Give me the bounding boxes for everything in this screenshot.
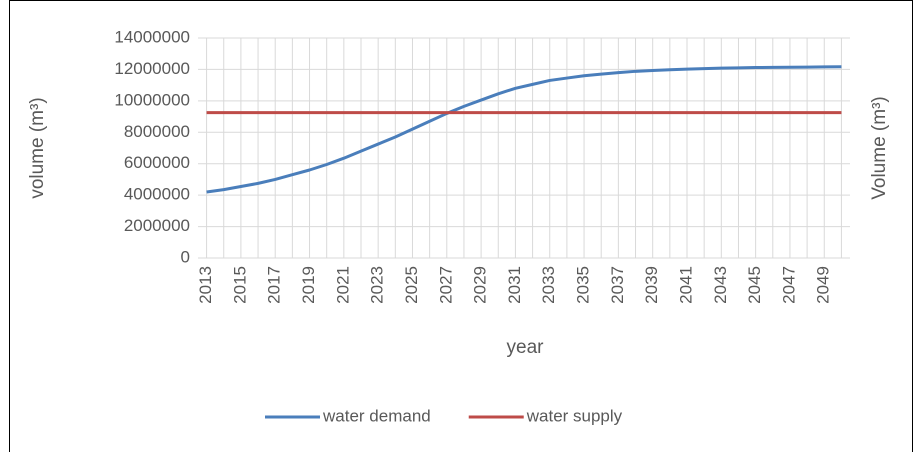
series-line	[206, 65, 842, 194]
x-tick-label: 2041	[676, 266, 695, 304]
x-tick-label: 2039	[642, 266, 661, 304]
y-tick-label: 8000000	[124, 122, 190, 141]
x-tick-label: 2047	[779, 266, 798, 304]
x-tick-label: 2037	[608, 266, 627, 304]
x-tick-label: 2019	[299, 266, 318, 304]
x-tick-label: 2045	[745, 266, 764, 304]
x-axis-title: year	[507, 337, 545, 358]
x-tick-label: 2025	[402, 266, 421, 304]
x-tick-label: 2015	[230, 266, 249, 304]
y2-axis-title: Volume (m³)	[869, 96, 890, 199]
x-tick-label: 2013	[196, 266, 215, 304]
y-tick-label: 0	[181, 247, 190, 266]
y-tick-label: 4000000	[124, 185, 190, 204]
x-tick-label: 2049	[814, 266, 833, 304]
y-tick-label: 6000000	[124, 153, 190, 172]
legend-label: water supply	[526, 406, 623, 425]
x-tick-label: 2029	[471, 266, 490, 304]
x-tick-label: 2027	[436, 266, 455, 304]
legend-label: water demand	[322, 406, 431, 425]
x-tick-label: 2031	[505, 266, 524, 304]
x-tick-label: 2021	[333, 266, 352, 304]
y-tick-label: 10000000	[114, 90, 190, 109]
x-tick-label: 2043	[711, 266, 730, 304]
x-tick-label: 2033	[539, 266, 558, 304]
y-tick-label: 12000000	[114, 59, 190, 78]
x-tick-label: 2023	[368, 266, 387, 304]
x-tick-label: 2035	[574, 266, 593, 304]
y-tick-label: 2000000	[124, 216, 190, 235]
x-tick-label: 2017	[265, 266, 284, 304]
y-tick-label: 14000000	[114, 27, 190, 46]
y-axis-title: volume (m³)	[27, 97, 48, 198]
